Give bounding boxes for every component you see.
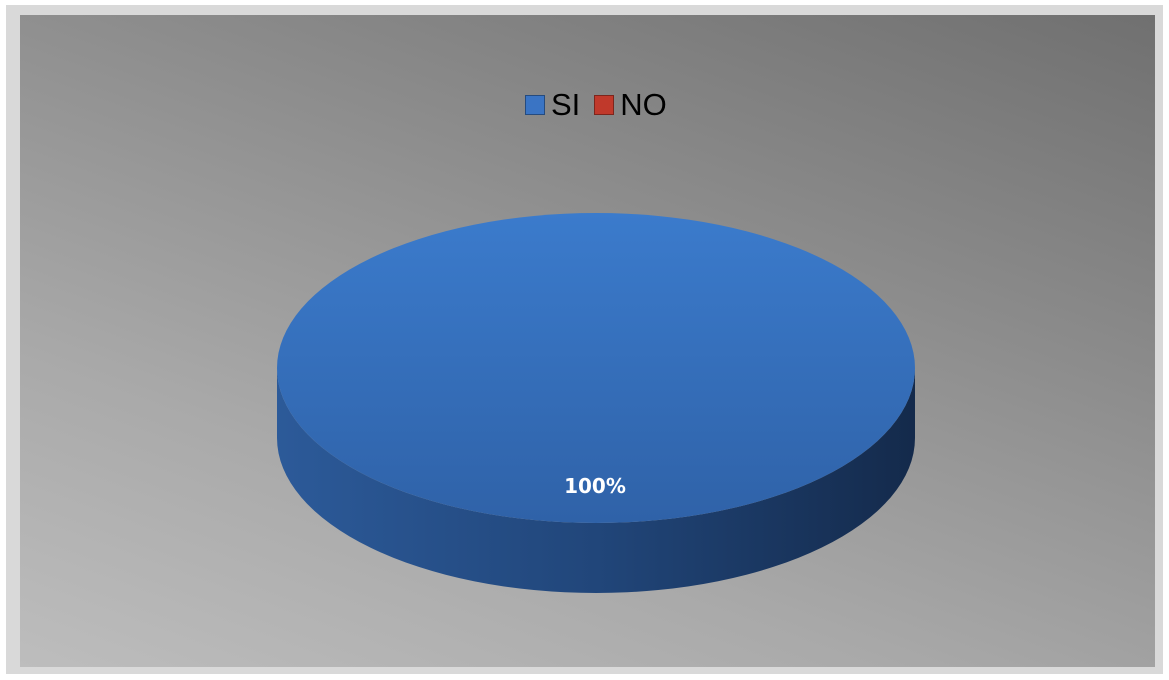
legend-label-si: SI: [551, 87, 581, 122]
data-label-si: 100%: [564, 474, 626, 498]
chart-area: SI NO 100%: [20, 15, 1155, 667]
legend-label-no: NO: [620, 87, 667, 122]
chart-frame: SI NO 100%: [6, 5, 1163, 674]
legend-item-si: SI: [525, 87, 580, 123]
pie-chart: 100%: [277, 213, 915, 593]
legend-swatch-si: [525, 95, 545, 115]
legend-item-no: NO: [594, 87, 667, 123]
legend: SI NO: [525, 87, 667, 123]
pie-slice-si: [277, 213, 915, 523]
legend-swatch-no: [594, 95, 615, 115]
pie-side-wall: [277, 368, 915, 593]
